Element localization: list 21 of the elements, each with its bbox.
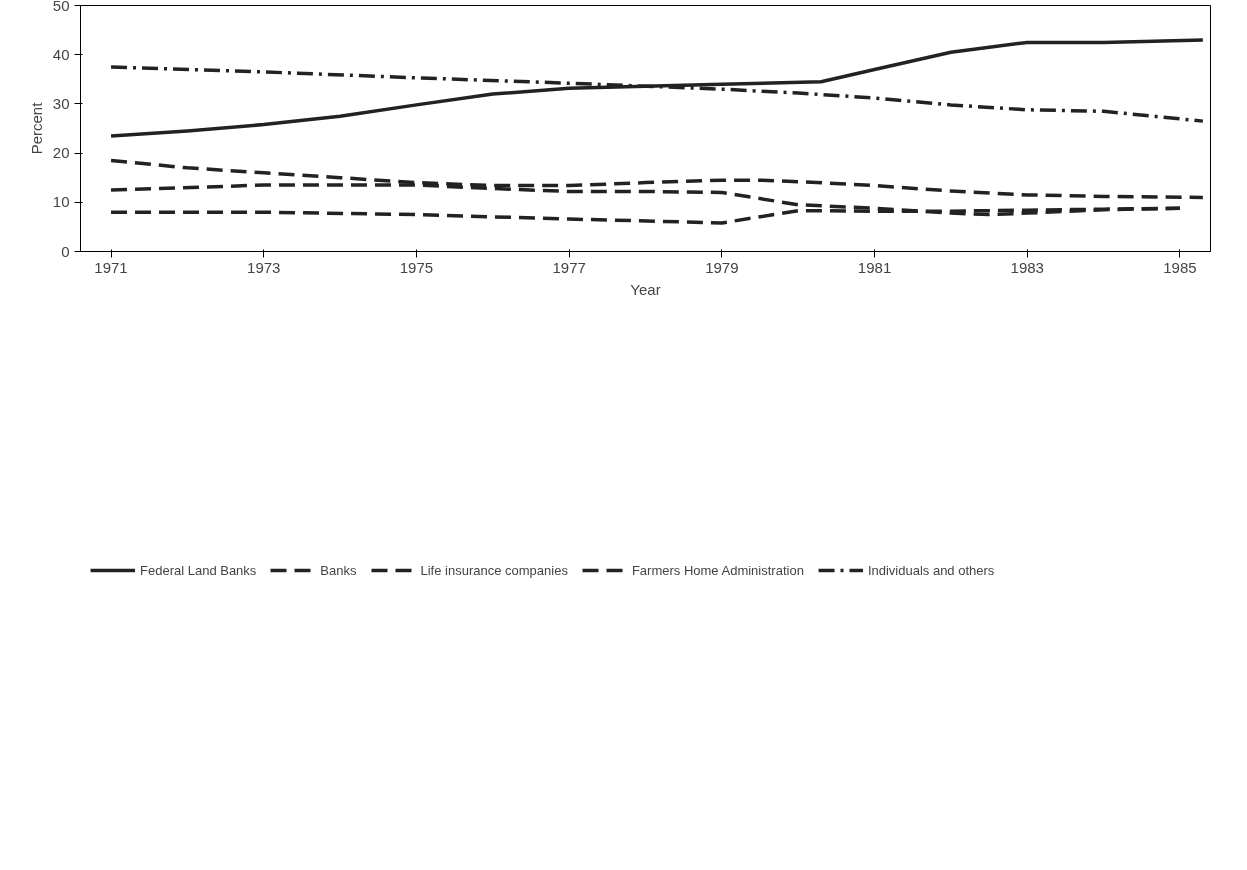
legend-label: Individuals and others	[867, 562, 995, 578]
x-axis-title: Year	[630, 280, 661, 298]
legend-label: Farmers Home Administration	[631, 562, 804, 578]
x-tick-label: 1985	[1163, 258, 1197, 276]
legend-label: Federal Land Banks	[140, 562, 257, 578]
x-tick-label: 1975	[399, 258, 434, 276]
y-axis-title: Percent	[27, 101, 45, 155]
x-tick-label: 1973	[247, 258, 281, 276]
y-tick-label: 40	[52, 45, 70, 63]
legend-label: Life insurance companies	[420, 562, 568, 578]
x-tick-label: 1983	[1010, 258, 1044, 276]
y-tick-label: 0	[61, 242, 70, 260]
y-tick-label: 20	[52, 144, 70, 162]
legend-label: Banks	[320, 562, 357, 578]
y-tick-label: 30	[52, 94, 70, 112]
x-tick-label: 1979	[705, 258, 739, 276]
x-tick-label: 1977	[552, 258, 586, 276]
y-tick-label: 50	[52, 0, 70, 14]
x-tick-label: 1981	[857, 258, 892, 276]
x-tick-label: 1971	[94, 258, 128, 276]
y-tick-label: 10	[52, 193, 70, 211]
